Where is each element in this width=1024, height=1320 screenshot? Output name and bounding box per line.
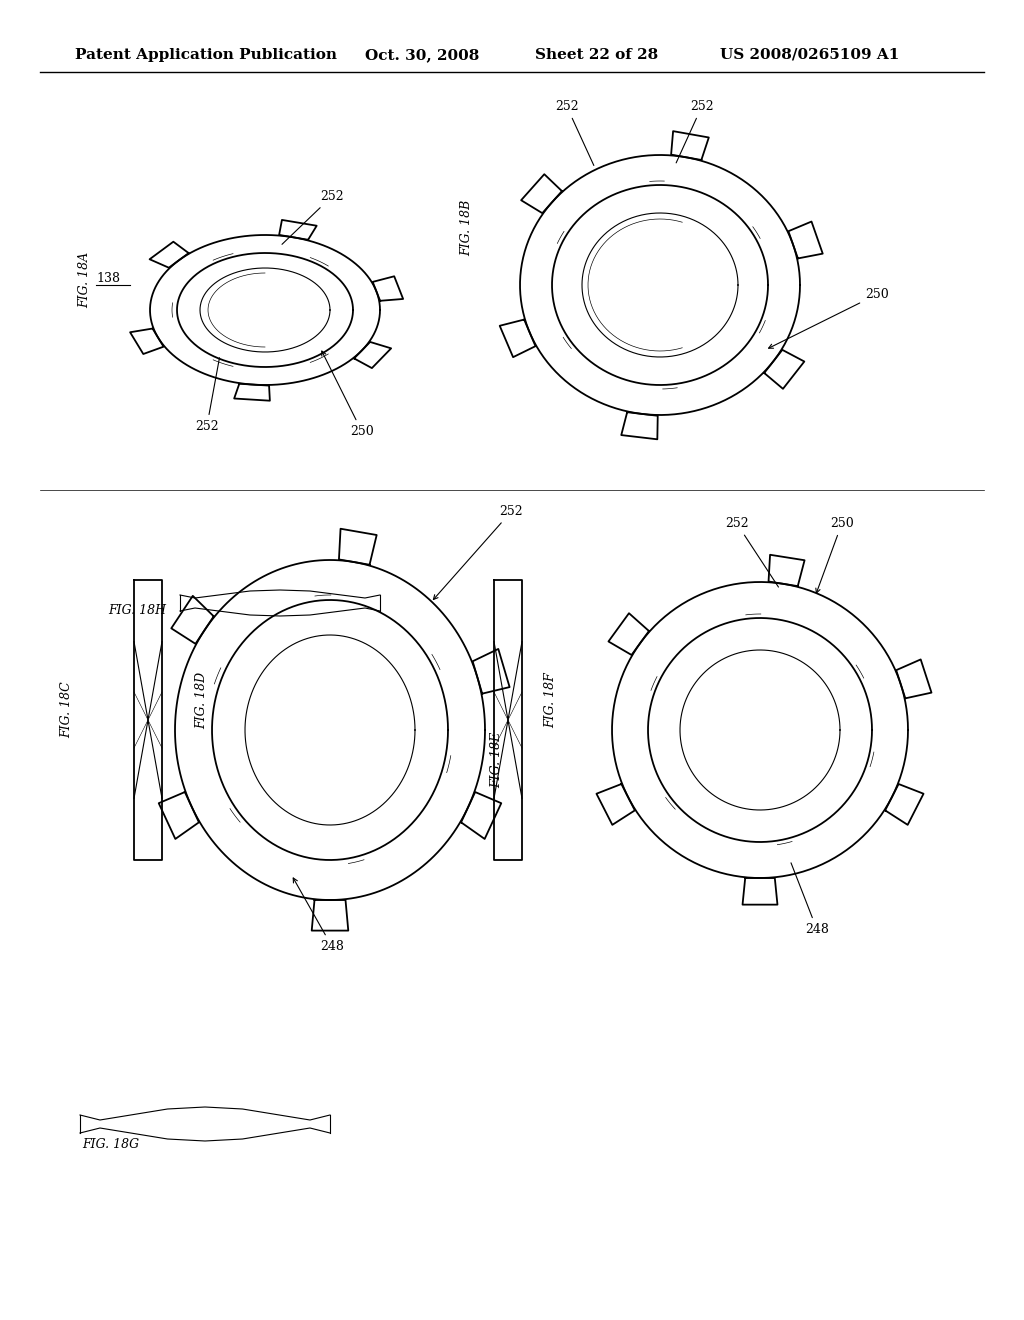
Text: 252: 252: [195, 358, 219, 433]
Text: 248: 248: [293, 878, 344, 953]
Text: 252: 252: [676, 100, 714, 162]
Text: 250: 250: [322, 351, 374, 438]
Text: FIG. 18D: FIG. 18D: [195, 672, 208, 729]
Text: 252: 252: [555, 100, 594, 165]
Text: Sheet 22 of 28: Sheet 22 of 28: [535, 48, 658, 62]
Text: FIG. 18F: FIG. 18F: [544, 672, 557, 727]
Text: FIG. 18A: FIG. 18A: [78, 252, 91, 308]
Text: FIG. 18B: FIG. 18B: [460, 199, 473, 256]
Text: US 2008/0265109 A1: US 2008/0265109 A1: [720, 48, 899, 62]
Text: 252: 252: [282, 190, 344, 244]
Text: FIG. 18C: FIG. 18C: [60, 681, 73, 738]
Text: FIG. 18H: FIG. 18H: [108, 603, 166, 616]
Text: 248: 248: [791, 863, 828, 936]
Text: 138: 138: [96, 272, 120, 285]
Text: FIG. 18E: FIG. 18E: [490, 731, 503, 788]
Text: FIG. 18G: FIG. 18G: [82, 1138, 139, 1151]
Text: 252: 252: [433, 506, 523, 599]
Text: 252: 252: [725, 517, 778, 587]
Text: 250: 250: [816, 517, 854, 593]
Text: 250: 250: [769, 288, 889, 348]
Text: Oct. 30, 2008: Oct. 30, 2008: [365, 48, 479, 62]
Text: Patent Application Publication: Patent Application Publication: [75, 48, 337, 62]
